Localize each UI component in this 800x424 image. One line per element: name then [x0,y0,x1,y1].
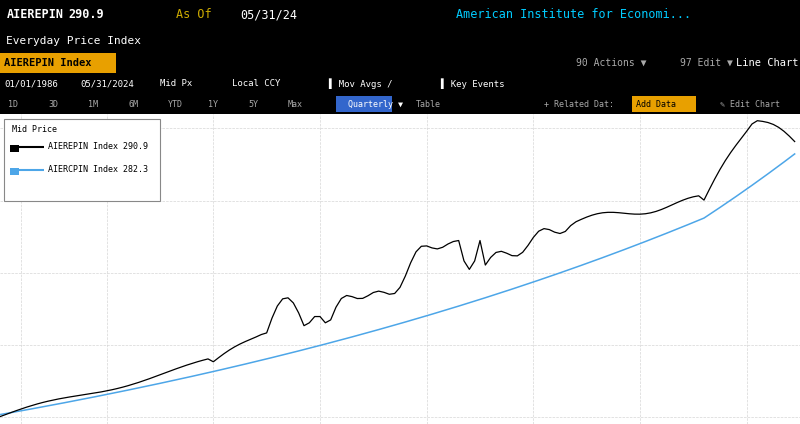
Text: + Related Dat:: + Related Dat: [544,100,614,109]
Text: 1Y: 1Y [208,100,218,109]
Bar [4,119,160,201]
Text: Quarterly ▼: Quarterly ▼ [348,100,403,109]
Text: AIERCPIN Index 282.3: AIERCPIN Index 282.3 [48,165,148,174]
Text: American Institute for Economi...: American Institute for Economi... [456,8,691,22]
Text: 3D: 3D [48,100,58,109]
Text: 5Y: 5Y [248,100,258,109]
Text: Add Data: Add Data [636,100,676,109]
Text: AIEREPIN Index 290.9: AIEREPIN Index 290.9 [48,142,148,151]
Text: 290.9: 290.9 [68,8,104,22]
FancyBboxPatch shape [336,96,392,112]
Text: 05/31/2024: 05/31/2024 [80,80,134,89]
Text: 05/31/24: 05/31/24 [240,8,297,22]
Text: 97 Edit ▼: 97 Edit ▼ [680,58,733,68]
Text: Mid Price: Mid Price [12,125,57,134]
FancyBboxPatch shape [632,96,696,112]
Text: Mid Px: Mid Px [160,80,192,89]
Text: Local CCY: Local CCY [232,80,280,89]
Text: 1D: 1D [8,100,18,109]
Text: Max: Max [288,100,303,109]
Text: Table: Table [416,100,441,109]
FancyBboxPatch shape [0,53,116,73]
Text: 1M: 1M [88,100,98,109]
Text: Everyday Price Index: Everyday Price Index [6,36,142,46]
Text: AIEREPIN: AIEREPIN [6,8,63,22]
Text: AIEREPIN Index: AIEREPIN Index [4,58,91,68]
Text: 90 Actions ▼: 90 Actions ▼ [576,58,646,68]
Text: ▌ Key Events: ▌ Key Events [440,79,505,89]
Text: Line Chart: Line Chart [736,58,798,68]
Text: ▌ Mov Avgs /: ▌ Mov Avgs / [328,79,393,89]
Text: ✎ Edit Chart: ✎ Edit Chart [720,100,780,109]
Text: As Of: As Of [176,8,212,22]
Text: YTD: YTD [168,100,183,109]
Text: 6M: 6M [128,100,138,109]
Bar [10,168,19,175]
Text: 01/01/1986: 01/01/1986 [4,80,58,89]
Bar [10,145,19,152]
